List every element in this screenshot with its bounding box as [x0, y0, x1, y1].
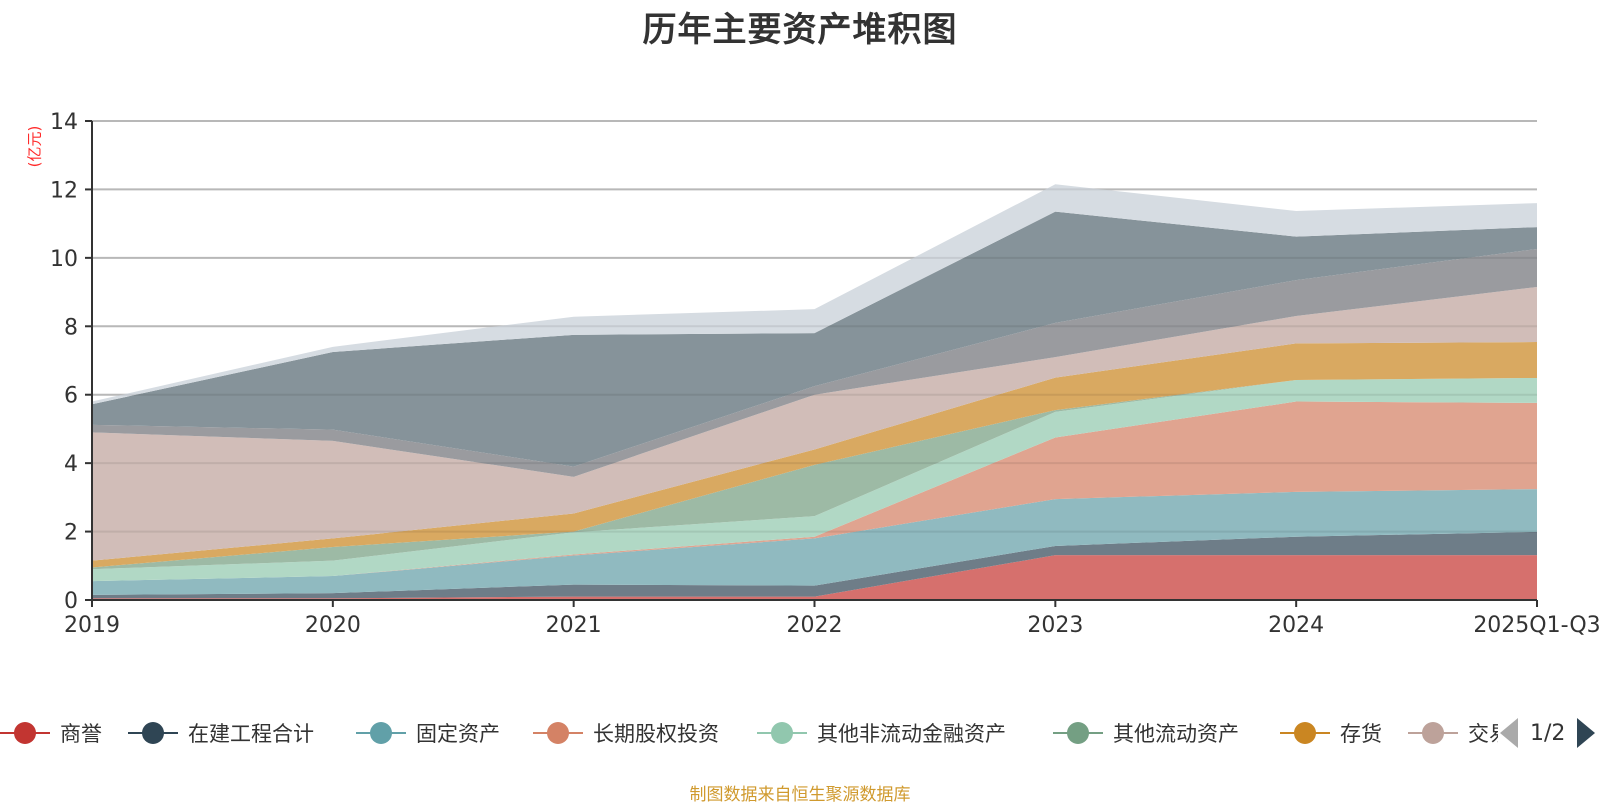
legend-label: 其他流动资产	[1113, 722, 1239, 746]
area-series-1	[92, 555, 1537, 600]
legend-item[interactable]: 其他流动资产	[1053, 718, 1239, 748]
stacked-area-chart: 0 2 4 6 8 10 12 14 2019 2020 2021 2022 2023 2024 2025…	[50, 110, 1600, 638]
area-series-5	[92, 377, 1537, 582]
legend-marker-icon	[1053, 718, 1103, 748]
y-tick-label: 4	[64, 452, 78, 477]
area-series-10	[92, 211, 1537, 467]
legend-label: 其他非流动金融资产	[817, 722, 1006, 746]
x-tick-label: 2022	[787, 613, 843, 638]
x-tick-label: 2019	[64, 613, 120, 638]
legend-label: 长期股权投资	[593, 722, 719, 746]
legend-item[interactable]: 固定资产	[356, 718, 500, 748]
y-tick-label: 8	[64, 315, 78, 340]
x-tick-label: 2020	[305, 613, 361, 638]
legend-page-indicator: 1/2	[1530, 720, 1566, 746]
legend-label: 在建工程合计	[188, 722, 314, 746]
y-tick-label: 2	[64, 521, 78, 546]
legend-label: 存货	[1340, 722, 1382, 746]
y-tick-label: 6	[64, 384, 78, 409]
x-tick-label: 2023	[1027, 613, 1083, 638]
legend: 商誉 在建工程合计 固定资产 长期股权投资 其他非流动金融资产 其他流动资产 存货 交易性金融…	[0, 718, 1498, 748]
legend-item[interactable]: 其他非流动金融资产	[757, 718, 1006, 748]
area-series-2	[92, 531, 1537, 599]
area-series-4	[92, 401, 1537, 582]
area-layers	[92, 120, 1537, 600]
x-tick-label: 2025Q1-Q3	[1473, 613, 1600, 638]
legend-item[interactable]: 在建工程合计	[128, 718, 314, 748]
legend-marker-icon	[128, 718, 178, 748]
area-series-6	[92, 377, 1537, 570]
legend-item[interactable]: 商誉	[0, 718, 102, 748]
legend-label: 交易性金融资产	[1468, 722, 1498, 746]
legend-marker-icon	[757, 718, 807, 748]
legend-item[interactable]: 存货	[1280, 718, 1382, 748]
chart-title: 历年主要资产堆积图	[642, 10, 958, 50]
x-axis-ticks: 2019 2020 2021 2022 2023 2024 2025Q1-Q3	[64, 600, 1600, 638]
legend-marker-icon	[1408, 718, 1458, 748]
area-series-9	[92, 248, 1537, 477]
legend-label: 固定资产	[416, 722, 500, 746]
legend-item[interactable]: 交易性金融资产	[1408, 718, 1498, 748]
legend-marker-icon	[0, 718, 50, 748]
area-series-3	[92, 489, 1537, 595]
legend-marker-icon	[356, 718, 406, 748]
legend-label: 商誉	[60, 722, 102, 746]
legend-marker-icon	[533, 718, 583, 748]
y-tick-label: 10	[50, 247, 78, 272]
x-tick-label: 2024	[1268, 613, 1324, 638]
x-tick-label: 2021	[546, 613, 602, 638]
area-series-8	[92, 286, 1537, 561]
y-axis-ticks: 0 2 4 6 8 10 12 14	[50, 110, 92, 614]
triangle-right-icon[interactable]	[1577, 718, 1596, 748]
triangle-left-icon[interactable]	[1500, 718, 1518, 748]
legend-pager: 1/2	[1500, 718, 1596, 748]
y-tick-label: 12	[50, 178, 78, 203]
y-tick-label: 0	[64, 589, 78, 614]
area-series-7	[92, 342, 1537, 568]
data-source-footer: 制图数据来自恒生聚源数据库	[689, 785, 911, 805]
legend-item[interactable]: 长期股权投资	[533, 718, 719, 748]
y-tick-label: 14	[50, 110, 78, 135]
legend-marker-icon	[1280, 718, 1330, 748]
